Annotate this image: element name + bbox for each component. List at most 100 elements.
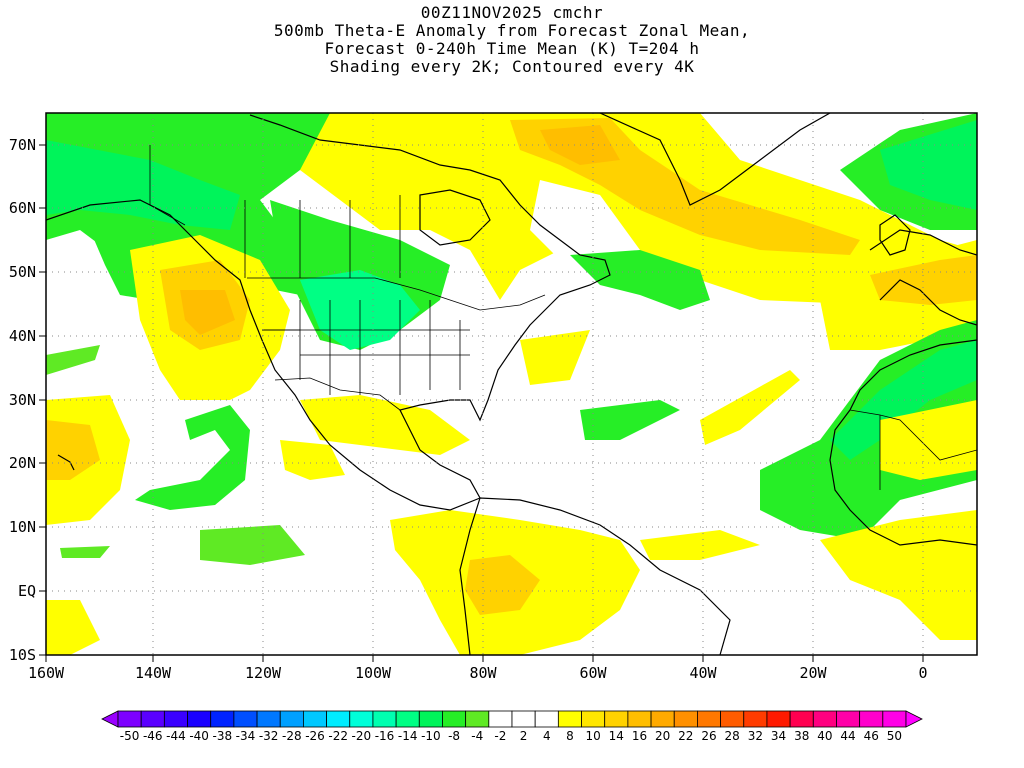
shade-orange-samerica bbox=[465, 555, 540, 615]
shade-teal-northatlantic bbox=[880, 120, 977, 210]
colorbar-cell bbox=[627, 710, 652, 728]
colorbar-label: 16 bbox=[632, 729, 647, 743]
colorbar-cell bbox=[395, 710, 420, 728]
coast-europe bbox=[869, 229, 977, 326]
colorbar-label: -32 bbox=[259, 729, 279, 743]
lat-label: 10N bbox=[9, 518, 36, 536]
coast-south-america bbox=[459, 497, 731, 655]
colorbar-label: 40 bbox=[817, 729, 832, 743]
shade-green-eddy bbox=[135, 405, 250, 510]
shade-dorange-nepacific bbox=[180, 290, 235, 335]
colorbar-label: -20 bbox=[352, 729, 372, 743]
lat-label: 20N bbox=[9, 454, 36, 472]
colorbar-cell bbox=[465, 710, 490, 728]
lat-label: 30N bbox=[9, 391, 36, 409]
shade-yellow-arctic bbox=[270, 113, 975, 305]
gridlines bbox=[46, 113, 977, 655]
shade-green-labsea bbox=[570, 250, 710, 310]
lat-label: EQ bbox=[18, 582, 36, 600]
lat-label: 70N bbox=[9, 136, 36, 154]
lat-label: 10S bbox=[9, 646, 36, 664]
map-title: 00Z11NOV2025 cmchr 500mb Theta-E Anomaly… bbox=[0, 4, 1024, 76]
colorbar-cell bbox=[812, 710, 837, 728]
colorbar-cell bbox=[789, 710, 814, 728]
colorbar-label: 50 bbox=[887, 729, 902, 743]
shade-teal-africa bbox=[830, 340, 977, 460]
coastlines bbox=[46, 113, 977, 655]
coast-north-america bbox=[46, 114, 611, 511]
colorbar-cell bbox=[187, 710, 212, 728]
coast-hawaii bbox=[57, 454, 75, 471]
lon-label: 160W bbox=[28, 664, 65, 682]
lon-label: 20W bbox=[799, 664, 827, 682]
colorbar-label: -10 bbox=[421, 729, 441, 743]
colorbar-cell bbox=[326, 710, 351, 728]
colorbar-arrow-low bbox=[101, 710, 119, 728]
coast-uk bbox=[879, 214, 911, 256]
colorbar-label: 10 bbox=[585, 729, 600, 743]
colorbar-label: 34 bbox=[771, 729, 786, 743]
colorbar: -50 -46 -44 -40 -38 -34 -32 -28 -26 -22 -20 -16 -14-… bbox=[101, 710, 923, 743]
colorbar-label: -50 bbox=[120, 729, 140, 743]
shade-yellow-sahel bbox=[880, 400, 977, 480]
border-canada-provinces bbox=[244, 195, 401, 278]
colorbar-label: 2 bbox=[520, 729, 528, 743]
anomaly-shading bbox=[46, 113, 977, 655]
colorbar-cell bbox=[836, 710, 861, 728]
shade-orange-hawaii bbox=[46, 420, 100, 480]
shade-green-atlantic1 bbox=[580, 400, 680, 440]
political-borders bbox=[149, 145, 977, 490]
colorbar-label: -28 bbox=[282, 729, 302, 743]
border-us-states-ew bbox=[262, 329, 470, 356]
colorbar-cell bbox=[303, 710, 327, 728]
colorbar-cell bbox=[604, 710, 629, 728]
title-line-3: Forecast 0-240h Time Mean (K) T=204 h bbox=[324, 39, 700, 58]
coast-africa bbox=[829, 339, 977, 546]
colorbar-cell bbox=[256, 710, 281, 728]
shade-lightgreen-tropic1 bbox=[200, 525, 305, 565]
title-line-1: 00Z11NOV2025 cmchr bbox=[420, 3, 604, 22]
colorbar-label: -44 bbox=[166, 729, 186, 743]
colorbar-cell bbox=[882, 710, 907, 728]
colorbar-label: 8 bbox=[566, 729, 574, 743]
title-line-4: Shading every 2K; Contoured every 4K bbox=[329, 57, 695, 76]
colorbar-label: 38 bbox=[794, 729, 809, 743]
colorbar-label: 26 bbox=[701, 729, 716, 743]
colorbar-label: -4 bbox=[471, 729, 483, 743]
colorbar-cell bbox=[442, 710, 467, 728]
colorbar-label: -34 bbox=[236, 729, 256, 743]
lon-label: 100W bbox=[355, 664, 392, 682]
colorbar-cell bbox=[418, 710, 443, 728]
colorbar-cell bbox=[349, 710, 374, 728]
colorbar-cell bbox=[511, 710, 536, 728]
colorbar-cell bbox=[163, 710, 188, 728]
colorbar-cell bbox=[117, 710, 142, 728]
shade-yellow-gulf bbox=[300, 395, 470, 455]
colorbar-cell bbox=[720, 710, 745, 728]
colorbar-label: 14 bbox=[609, 729, 624, 743]
colorbar-label: -8 bbox=[448, 729, 460, 743]
colorbar-label: 44 bbox=[840, 729, 855, 743]
colorbar-cell bbox=[859, 710, 884, 728]
colorbar-cell bbox=[488, 710, 513, 728]
lon-label: 40W bbox=[689, 664, 717, 682]
border-us-mexico bbox=[274, 377, 401, 411]
shade-yellow-atlantic2 bbox=[520, 330, 590, 385]
coast-greenland bbox=[599, 113, 831, 206]
colorbar-cell bbox=[210, 710, 235, 728]
shade-yellow-southpac bbox=[46, 600, 100, 655]
shade-yellow-mexico bbox=[280, 440, 345, 480]
colorbar-label: 32 bbox=[748, 729, 763, 743]
border-alaska bbox=[149, 145, 186, 226]
colorbar-label: 22 bbox=[678, 729, 693, 743]
lat-label: 60N bbox=[9, 199, 36, 217]
border-africa bbox=[849, 409, 977, 490]
lon-label: 120W bbox=[245, 664, 282, 682]
colorbar-cell bbox=[534, 710, 559, 728]
colorbar-cell bbox=[697, 710, 721, 728]
colorbar-label: -16 bbox=[375, 729, 395, 743]
shade-orange-europe bbox=[870, 255, 977, 305]
lon-label: 140W bbox=[135, 664, 172, 682]
colorbar-cell bbox=[140, 710, 165, 728]
lat-axis-labels: 70N 60N 50N 40N 30N 20N 10N EQ 10S bbox=[9, 136, 36, 664]
